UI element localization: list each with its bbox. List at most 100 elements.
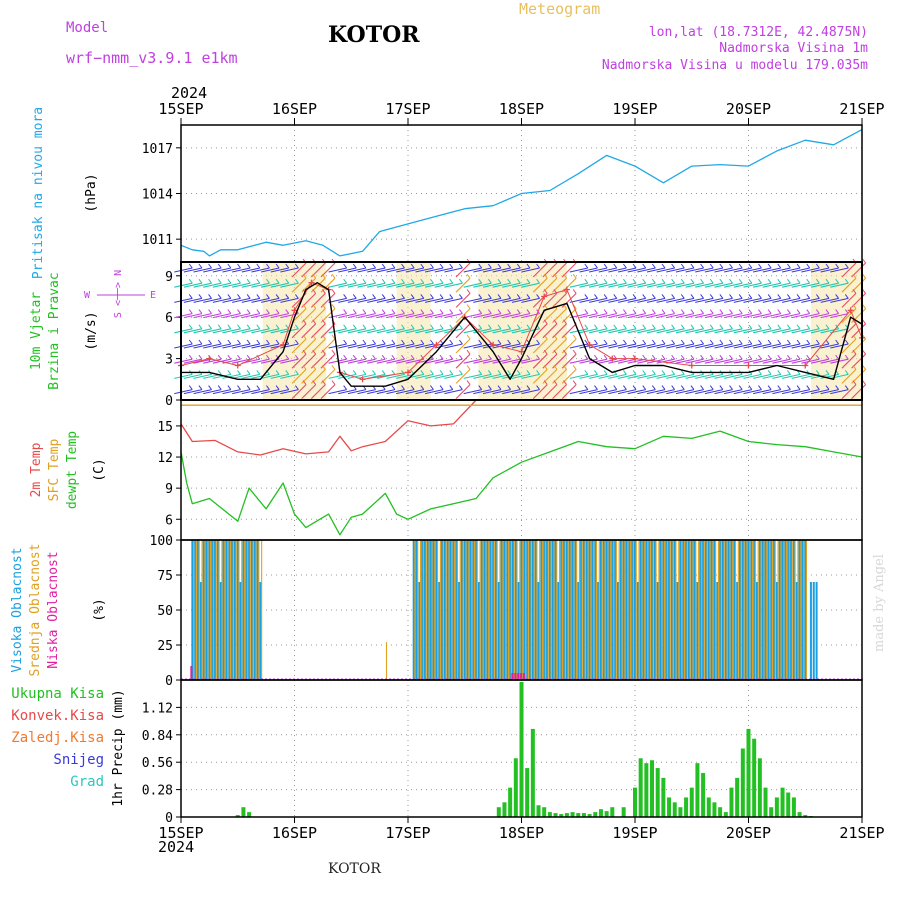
wind-barb-tick	[285, 309, 290, 314]
wind-barb	[310, 262, 326, 278]
precip-bar	[519, 681, 524, 817]
wind-barb-tick	[700, 294, 704, 299]
wind-barb	[434, 358, 453, 364]
wind-barb	[193, 343, 212, 349]
wind-barb	[270, 389, 289, 395]
wind-barb	[588, 328, 608, 334]
wind-barb-tick	[642, 263, 647, 269]
wind-barb-tick	[439, 354, 444, 360]
wind-barb	[328, 343, 347, 349]
wind-barb	[714, 328, 733, 334]
wind-barb-tick	[227, 324, 232, 330]
wind-barb	[724, 267, 743, 273]
wind-barb	[695, 358, 714, 364]
wind-barb	[791, 389, 810, 395]
wind-barb	[241, 313, 260, 319]
wind-barb-tick	[796, 324, 801, 330]
wind-barb	[561, 262, 577, 278]
wind-barb-tick	[680, 294, 685, 299]
wind-barb-tick	[466, 334, 471, 340]
wind-barb	[532, 277, 548, 293]
wind-barb	[455, 369, 471, 384]
wind-barb-tick	[246, 354, 251, 360]
wind-barb	[598, 267, 617, 273]
wind-barb	[830, 373, 849, 379]
wind-barb-tick	[478, 324, 483, 330]
wind-barb	[405, 389, 424, 395]
wind-barb-tick	[603, 278, 608, 284]
wind-barb	[260, 313, 280, 319]
wind-barb	[376, 343, 395, 349]
temperature-ylabel-line: SFC Temp	[47, 439, 62, 502]
wind-barb	[386, 267, 405, 273]
cloud-ylabel: Visoka Oblacnost Srednja Oblacnost Niska O…	[10, 543, 61, 676]
wind-direction-east: E	[150, 290, 156, 301]
wind-barb	[376, 389, 395, 395]
wind-barb	[579, 343, 598, 349]
temperature-unit: (C)	[92, 458, 107, 481]
wind-barb-tick	[449, 339, 454, 345]
wind-barb	[637, 328, 656, 334]
wind-barb-tick	[835, 263, 840, 269]
wind-barb	[753, 282, 772, 288]
wind-barb	[675, 282, 695, 288]
wind-barb-tick	[844, 263, 849, 269]
wind-barb	[328, 267, 347, 273]
wind-barb	[820, 282, 839, 288]
wind-barb	[561, 353, 577, 369]
wind-barb-tick	[862, 304, 866, 309]
y-tick-label: 15	[157, 420, 173, 435]
wind-barb-tick	[632, 339, 637, 345]
wind-barb-tick	[410, 385, 415, 390]
wind-barb	[608, 328, 627, 334]
wind-barb-tick	[352, 354, 357, 360]
wind-barb	[367, 328, 386, 334]
wind-barb-tick	[584, 385, 589, 390]
wind-barb-tick	[372, 324, 376, 330]
wind-barb-tick	[420, 370, 425, 375]
wind-barb-tick	[246, 309, 251, 314]
y-tick-label: 0	[165, 394, 173, 409]
wind-barb	[280, 373, 299, 379]
wind-barb	[203, 328, 222, 334]
wind-barb	[241, 297, 260, 303]
wind-barb-tick	[553, 334, 558, 340]
wind-barb	[743, 297, 762, 303]
wind-barb-tick	[275, 370, 280, 375]
wind-barb-tick	[563, 334, 567, 340]
wind-barb-tick	[266, 278, 270, 284]
wind-barb	[193, 267, 212, 273]
wind-barb-tick	[410, 263, 415, 269]
wind-barb-tick	[709, 354, 714, 360]
wind-barb-tick	[237, 354, 241, 360]
precip-bar	[655, 768, 660, 817]
wind-barb	[320, 277, 336, 293]
wind-barb	[291, 262, 307, 278]
precip-bar	[746, 728, 751, 817]
precip-legend-3: Snijeg	[53, 752, 104, 768]
temperature-line-0	[180, 399, 522, 456]
wind-barb-tick	[806, 385, 811, 390]
wind-barb	[492, 358, 511, 364]
wind-barb	[203, 313, 222, 319]
wind-barb-tick	[553, 273, 558, 279]
wind-barb	[569, 358, 588, 364]
wind-barb-tick	[188, 263, 193, 269]
wind-barb-tick	[632, 385, 637, 390]
precip-legend-0: Ukupna Kisa	[11, 686, 104, 702]
wind-barb-tick	[835, 354, 840, 360]
wind-barb-tick	[787, 385, 791, 390]
wind-barb-tick	[642, 354, 647, 360]
wind-barb-tick	[237, 324, 241, 330]
wind-barb-tick	[497, 309, 502, 314]
wind-barb	[561, 323, 577, 339]
wind-barb-tick	[439, 294, 444, 299]
wind-barb-tick	[613, 385, 618, 390]
wind-barb-tick	[553, 380, 558, 385]
wind-barb	[473, 267, 492, 273]
wind-barb-tick	[844, 385, 849, 390]
wind-barb	[482, 343, 502, 349]
wind-barb	[473, 297, 492, 303]
y-tick-label: 0.28	[142, 784, 173, 799]
wind-barb	[820, 328, 839, 334]
